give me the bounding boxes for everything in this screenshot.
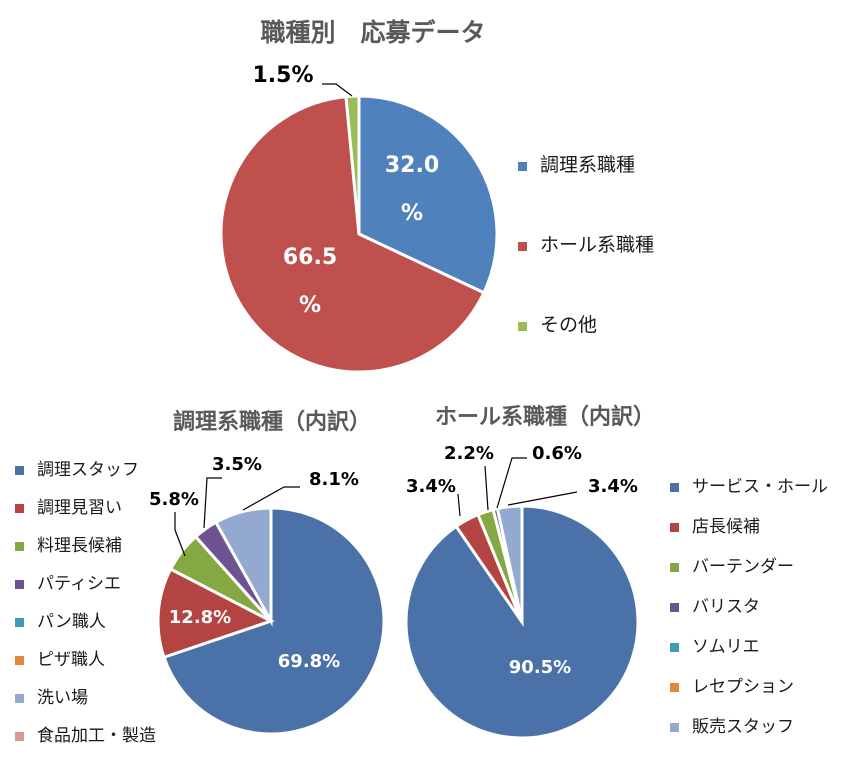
data-label-3: 1.5% <box>252 63 313 88</box>
data-label-7: 3.4% <box>588 476 638 497</box>
chart-overall-title: 職種別 応募データ <box>260 18 485 47</box>
legend-label-8: 食品加工・製造 <box>37 726 156 746</box>
chart-kitchen-labels: 69.8% 12.8% 5.8% 3.5% 8.1% <box>149 454 359 672</box>
legend-swatch-7 <box>15 694 24 703</box>
legend-label-5: パン職人 <box>37 612 106 632</box>
legend-swatch-2 <box>518 242 527 251</box>
legend-label-3: 料理長候補 <box>37 536 122 556</box>
pie-slice-2 <box>219 94 486 374</box>
leader-line <box>242 486 300 511</box>
leader-line <box>496 457 527 509</box>
leader-line <box>203 477 222 529</box>
legend-swatch-7 <box>670 723 679 732</box>
chart-hall-title: ホール系職種（内訳） <box>435 404 655 430</box>
chart-hall-slices <box>404 504 640 740</box>
chart-overall-labels: 32.0% 66.5% 1.5% <box>252 63 439 318</box>
legend-swatch-5 <box>670 643 679 652</box>
legend-label-7: 洗い場 <box>37 688 88 708</box>
legend-label-6: ピザ職人 <box>37 650 105 670</box>
leader-line <box>507 491 578 506</box>
chart-overall-slices <box>219 94 499 374</box>
legend-label-2: ホール系職種 <box>540 234 654 256</box>
data-label-3: 2.2% <box>444 443 494 464</box>
legend-label-6: レセプション <box>692 677 794 697</box>
legend-label-1: 調理スタッフ <box>37 460 139 480</box>
legend-label-2: 店長候補 <box>692 517 760 537</box>
legend-swatch-5 <box>15 618 24 627</box>
leader-line <box>322 83 353 97</box>
legend-swatch-4 <box>670 603 679 612</box>
pie-slice-2 <box>156 567 275 660</box>
legend-swatch-1 <box>670 483 679 492</box>
legend-swatch-6 <box>670 683 679 692</box>
data-label-1: 90.5% <box>509 657 571 678</box>
pie-slice-7 <box>495 504 524 623</box>
data-label-2-line2: % <box>299 293 321 318</box>
leader-line <box>174 512 186 557</box>
legend-swatch-2 <box>15 504 24 513</box>
legend-swatch-1 <box>15 466 24 475</box>
data-label-4: 3.5% <box>212 454 262 475</box>
data-label-2: 3.4% <box>406 476 456 497</box>
legend-label-7: 販売スタッフ <box>692 717 794 737</box>
data-label-4: 0.6% <box>532 443 582 464</box>
pie-slice-3 <box>344 94 361 235</box>
legend-label-1: 調理系職種 <box>540 154 635 176</box>
chart-hall-labels: 90.5% 3.4% 2.2% 0.6% 3.4% <box>406 443 638 678</box>
legend-swatch-1 <box>518 162 527 171</box>
legend-label-4: バリスタ <box>692 597 760 617</box>
chart-hall: ホール系職種（内訳） 90.5% 3.4% 2.2% 0.6% 3.4% サービス・ホー… <box>404 404 828 740</box>
chart-kitchen: 調理系職種（内訳） 69.8% 12.8% 5.8% 3.5% 8.1% 調理スタッフ調… <box>15 409 386 746</box>
legend-label-3: バーテンダー <box>692 557 794 577</box>
leader-line <box>457 493 461 517</box>
data-label-1: 69.8% <box>278 651 340 672</box>
data-label-1-line2: % <box>401 201 423 226</box>
data-label-2-line1: 66.5 <box>283 245 337 270</box>
data-label-1-line1: 32.0 <box>385 153 439 178</box>
legend-label-1: サービス・ホール <box>692 477 828 497</box>
legend-label-2: 調理見習い <box>37 498 122 518</box>
legend-swatch-2 <box>670 523 679 532</box>
legend-label-3: その他 <box>540 314 597 336</box>
legend-swatch-6 <box>15 656 24 665</box>
chart-kitchen-title: 調理系職種（内訳） <box>173 409 371 435</box>
legend-label-5: ソムリエ <box>692 637 760 657</box>
data-label-7: 8.1% <box>309 469 359 490</box>
chart-kitchen-slices <box>156 506 386 736</box>
data-label-2: 12.8% <box>169 607 231 628</box>
pie-slice-7 <box>213 506 273 627</box>
pie-slice-1 <box>357 94 499 295</box>
leader-line <box>484 465 489 511</box>
legend-swatch-3 <box>670 563 679 572</box>
legend-swatch-8 <box>15 732 24 741</box>
legend-label-4: パティシエ <box>37 574 121 594</box>
legend-swatch-4 <box>15 580 24 589</box>
data-label-3: 5.8% <box>149 489 199 510</box>
legend-swatch-3 <box>518 322 527 331</box>
legend-swatch-3 <box>15 542 24 551</box>
